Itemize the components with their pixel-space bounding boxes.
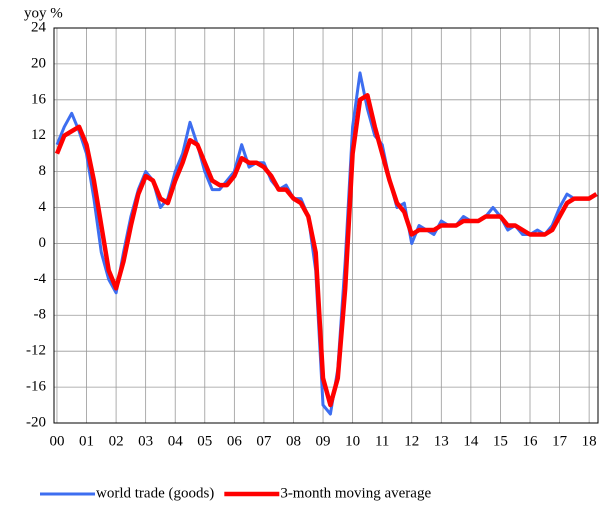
x-tick-label: 02 xyxy=(109,433,124,449)
x-tick-label: 10 xyxy=(345,433,360,449)
y-tick-label: 4 xyxy=(39,199,47,215)
x-tick-label: 17 xyxy=(552,433,568,449)
y-tick-label: -4 xyxy=(34,271,47,287)
x-tick-label: 05 xyxy=(197,433,212,449)
y-axis-label: yoy % xyxy=(24,5,63,21)
x-tick-label: 08 xyxy=(286,433,301,449)
y-tick-label: 0 xyxy=(39,235,47,251)
x-tick-label: 14 xyxy=(463,433,479,449)
y-tick-label: 20 xyxy=(31,55,46,71)
x-tick-label: 13 xyxy=(434,433,449,449)
x-tick-label: 09 xyxy=(316,433,331,449)
x-tick-label: 12 xyxy=(404,433,419,449)
x-tick-label: 03 xyxy=(138,433,153,449)
x-tick-label: 15 xyxy=(493,433,508,449)
x-tick-label: 18 xyxy=(582,433,597,449)
legend-label: world trade (goods) xyxy=(96,485,214,501)
series-line xyxy=(54,93,598,408)
x-tick-label: 07 xyxy=(256,433,272,449)
y-tick-label: -12 xyxy=(26,343,46,359)
plot-frame xyxy=(53,27,599,424)
y-tick-label: 12 xyxy=(31,127,46,143)
y-tick-label: 8 xyxy=(39,163,47,179)
y-tick-label: -16 xyxy=(26,379,46,395)
y-tick-label: 24 xyxy=(31,19,47,35)
x-tick-label: 06 xyxy=(227,433,243,449)
x-tick-label: 04 xyxy=(168,433,184,449)
y-tick-label: -8 xyxy=(34,307,47,323)
legend-label: 3-month moving average xyxy=(280,485,431,501)
x-tick-label: 00 xyxy=(49,433,64,449)
y-tick-label: -20 xyxy=(26,414,46,430)
y-tick-label: 16 xyxy=(31,91,47,107)
x-tick-label: 11 xyxy=(375,433,389,449)
series-line xyxy=(55,71,598,416)
x-tick-label: 01 xyxy=(79,433,94,449)
x-tick-label: 16 xyxy=(523,433,539,449)
